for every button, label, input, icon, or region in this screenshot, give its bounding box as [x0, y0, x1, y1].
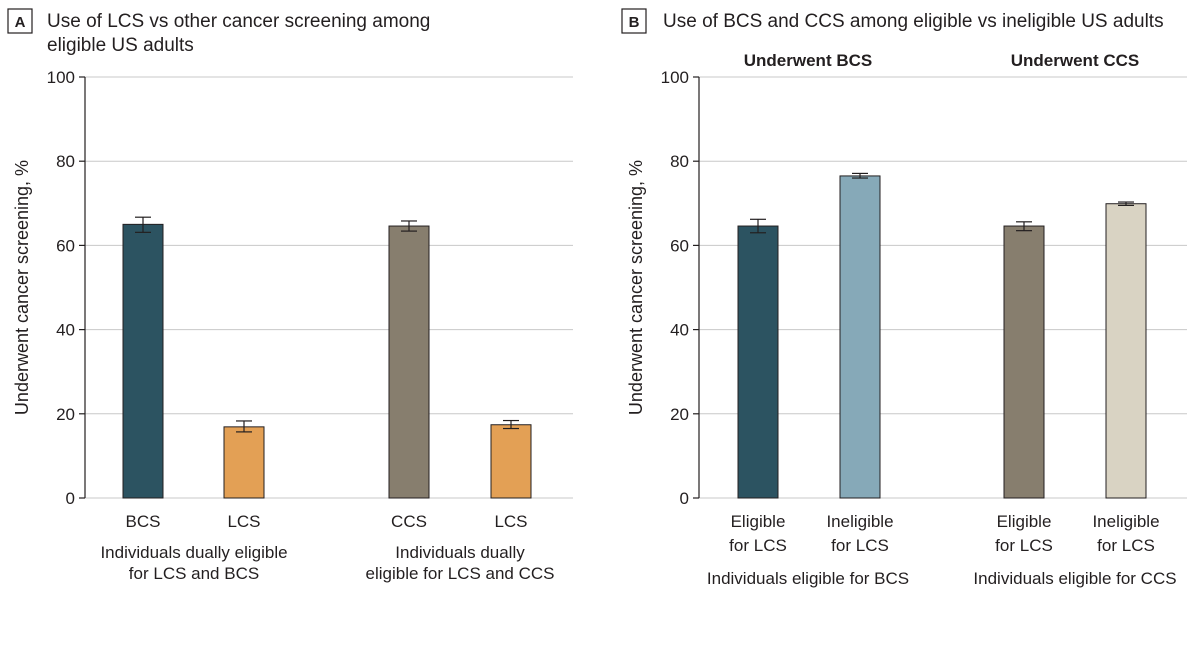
- y-tick-label: 100: [661, 68, 689, 87]
- bar: [223, 426, 265, 499]
- group-label: Individuals eligible for CCS: [973, 569, 1176, 588]
- category-label: for LCS: [831, 536, 889, 555]
- category-label: LCS: [227, 512, 260, 531]
- group-label: Individuals eligible for BCS: [707, 569, 909, 588]
- chart-title: Use of BCS and CCS among eligible vs ine…: [663, 11, 1164, 32]
- bar: [737, 225, 779, 499]
- y-tick-label: 60: [56, 236, 75, 255]
- y-tick-label: 0: [680, 489, 689, 508]
- y-tick-label: 20: [56, 405, 75, 424]
- category-label: CCS: [391, 512, 427, 531]
- chart-title: Use of LCS vs other cancer screening amo…: [47, 11, 430, 32]
- y-tick-label: 80: [56, 152, 75, 171]
- group-subtitle: Underwent BCS: [744, 51, 872, 70]
- y-tick-label: 80: [670, 152, 689, 171]
- bar: [490, 424, 532, 499]
- y-axis-label: Underwent cancer screening, %: [626, 160, 646, 415]
- panel-label-box: [621, 8, 647, 34]
- category-label: for LCS: [995, 536, 1053, 555]
- bar: [1105, 203, 1147, 499]
- group-label: eligible for LCS and CCS: [366, 564, 555, 583]
- y-tick-label: 100: [47, 68, 75, 87]
- chart-title: eligible US adults: [47, 35, 194, 56]
- group-subtitle: Underwent CCS: [1011, 51, 1139, 70]
- bar: [1003, 225, 1045, 499]
- panel-label: B: [629, 14, 640, 31]
- bar: [388, 225, 430, 499]
- panel-label-box: [7, 8, 33, 34]
- panel-b: B Use of BCS and CCS among eligible vs in…: [621, 8, 1187, 588]
- panel-a: A Use of LCS vs other cancer screening am…: [7, 8, 573, 583]
- y-tick-label: 40: [56, 321, 75, 340]
- group-label: Individuals dually: [395, 543, 525, 562]
- y-tick-label: 20: [670, 405, 689, 424]
- y-tick-label: 60: [670, 236, 689, 255]
- y-axis-label: Underwent cancer screening, %: [12, 160, 32, 415]
- category-label: for LCS: [729, 536, 787, 555]
- bar: [122, 223, 164, 499]
- category-label: for LCS: [1097, 536, 1155, 555]
- panel-label: A: [15, 14, 26, 31]
- y-tick-label: 40: [670, 321, 689, 340]
- category-label: LCS: [494, 512, 527, 531]
- bar: [839, 175, 881, 499]
- category-label: Ineligible: [826, 512, 893, 531]
- category-label: Ineligible: [1092, 512, 1159, 531]
- category-label: BCS: [126, 512, 161, 531]
- category-label: Eligible: [731, 512, 786, 531]
- group-label: Individuals dually eligible: [100, 543, 287, 562]
- category-label: Eligible: [997, 512, 1052, 531]
- group-label: for LCS and BCS: [129, 564, 259, 583]
- y-tick-label: 0: [66, 489, 75, 508]
